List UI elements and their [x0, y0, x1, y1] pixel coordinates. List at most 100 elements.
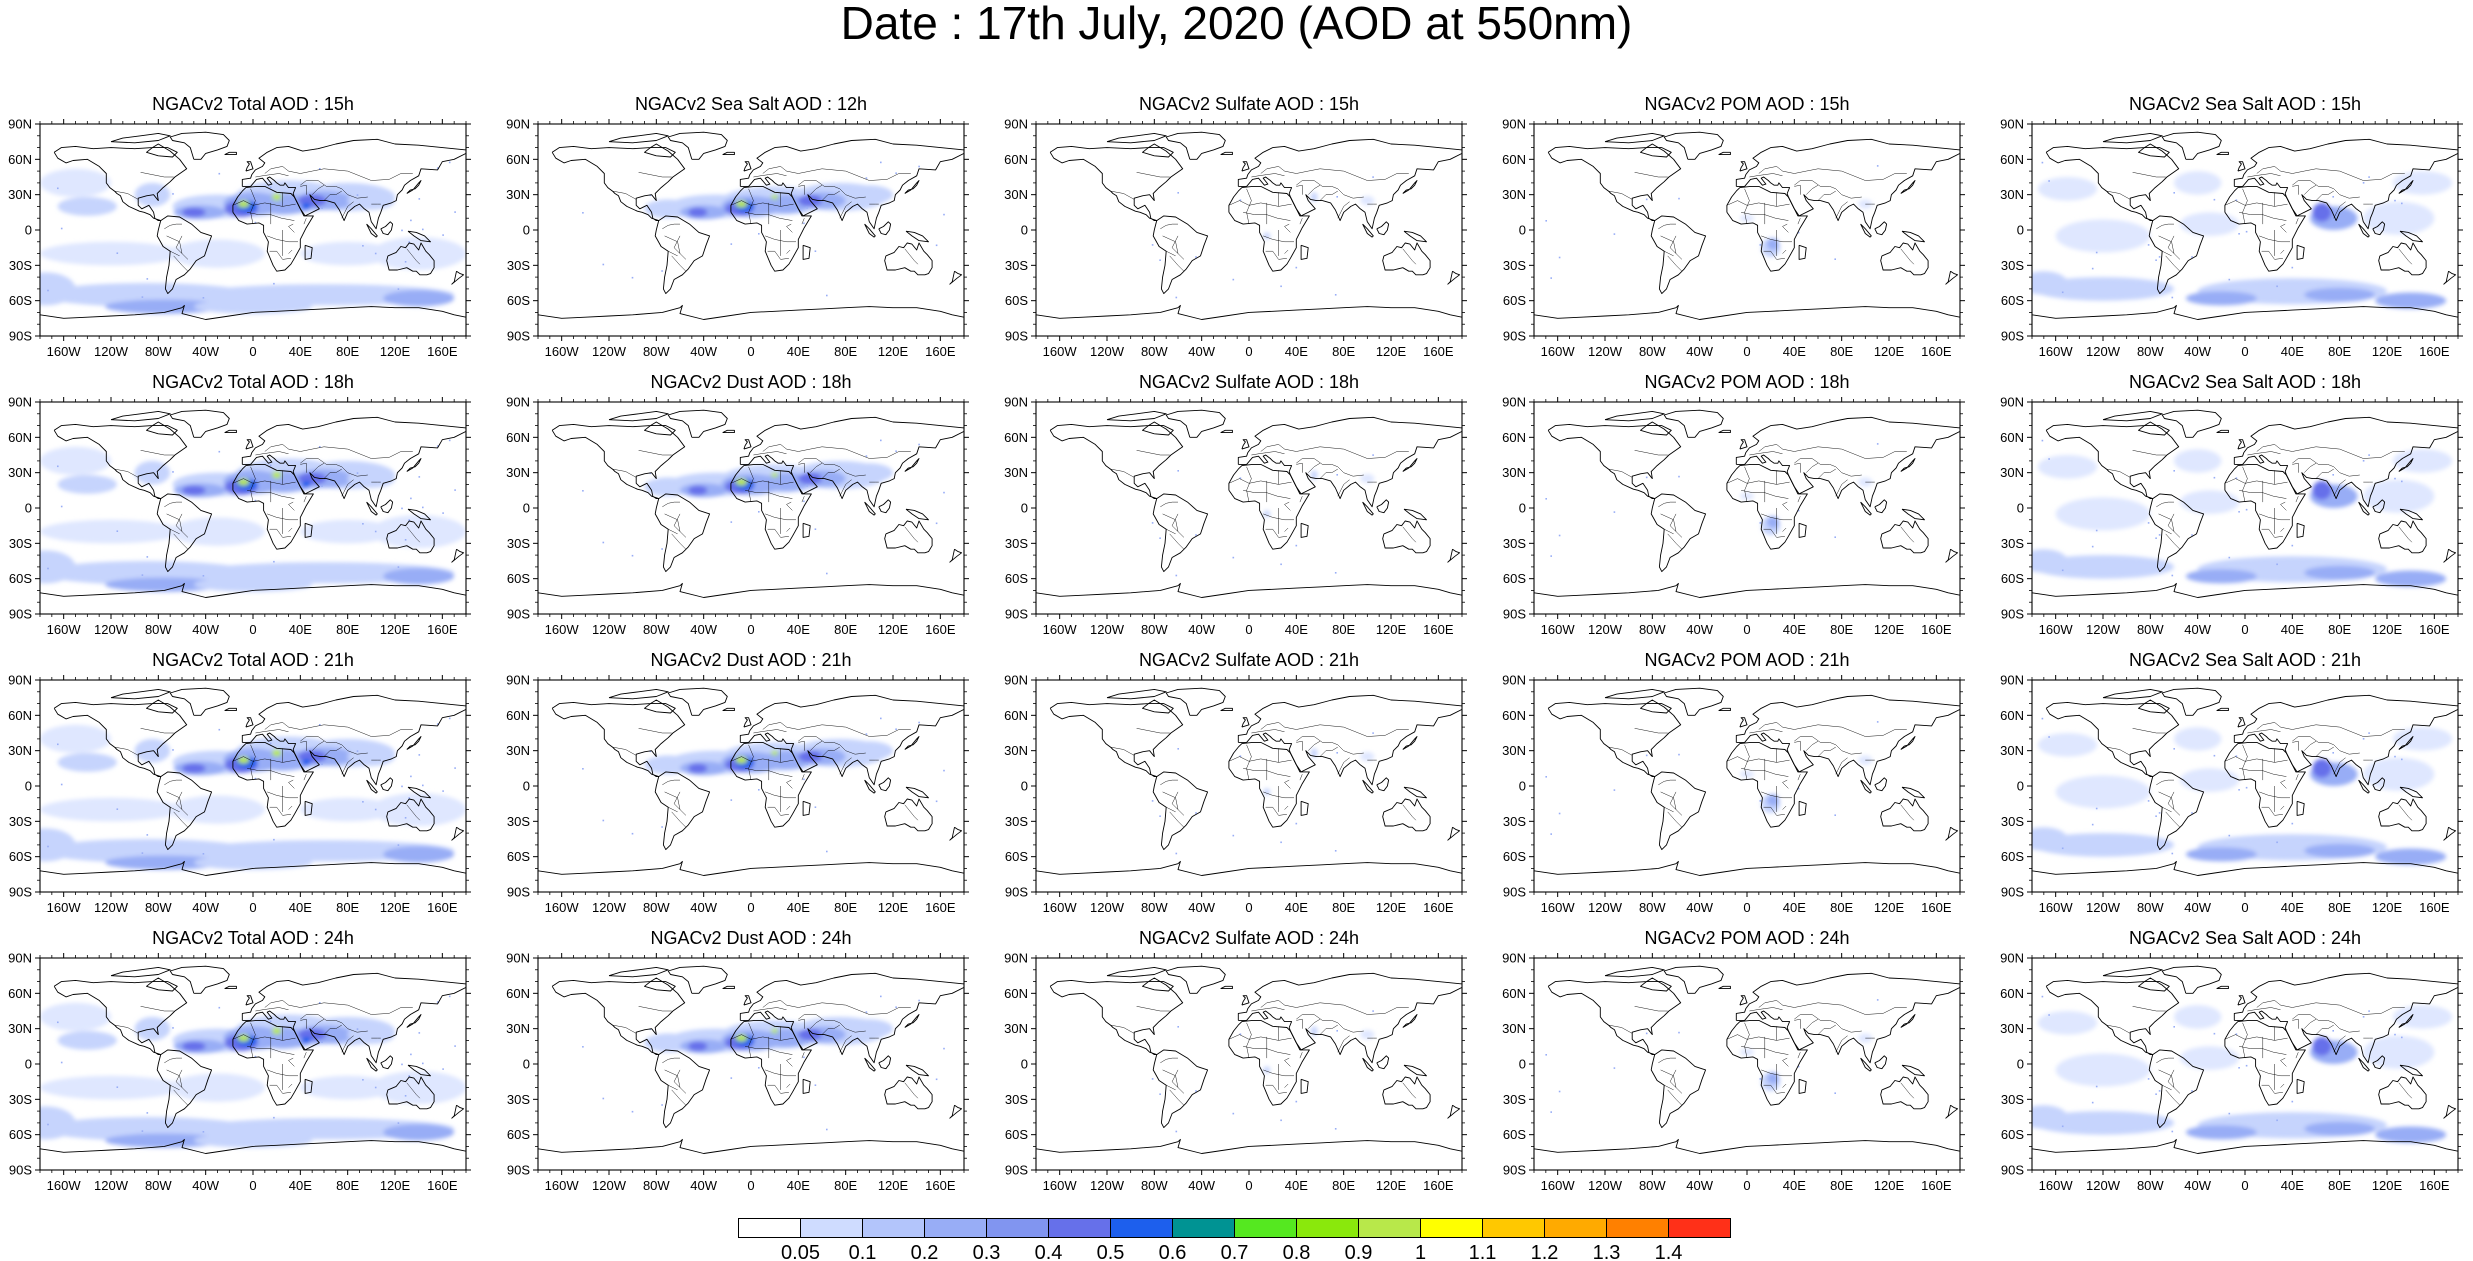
colorbar-box [1606, 1218, 1669, 1238]
lon-label: 0 [2241, 900, 2248, 915]
country-border [1669, 791, 1683, 816]
aod-speck [410, 497, 412, 500]
coastline [1718, 151, 1731, 156]
lat-label: 60N [1004, 986, 1028, 1001]
coastlines [40, 131, 466, 320]
aod-speck [1678, 1031, 1680, 1034]
country-border [673, 791, 687, 816]
lat-label: 60S [9, 293, 32, 308]
coastline [40, 304, 466, 320]
lat-label: 60N [8, 986, 32, 1001]
lat-label: 90S [9, 329, 32, 344]
aod-contour [371, 515, 466, 549]
aod-speck [1280, 1119, 1282, 1122]
lat-label: 0 [25, 501, 32, 516]
country-border [2292, 180, 2360, 199]
country-border [612, 468, 637, 478]
country-border [264, 166, 413, 181]
country-border [2280, 527, 2285, 532]
aod-speck [269, 1020, 272, 1023]
lat-label: 90N [2000, 117, 2024, 132]
aod-speck [321, 763, 323, 765]
map-panel: NGACv2 Total AOD : 21h 90N 60N 30N 0 30S 60S 90… [0, 650, 475, 920]
aod-speck [1550, 277, 1552, 279]
coastline [667, 409, 728, 438]
country-border [1228, 1034, 1292, 1041]
aod-contour [1739, 770, 1755, 778]
aod-contour [771, 750, 779, 756]
aod-speck [116, 808, 119, 810]
country-border [1402, 526, 1417, 543]
aod-field [40, 995, 466, 1148]
country-border [1260, 444, 1409, 459]
aod-speck [2155, 537, 2157, 539]
lon-label: 0 [249, 622, 256, 637]
panel-title: NGACv2 POM AOD : 21h [1644, 650, 1850, 670]
aod-speck [1545, 498, 1547, 500]
country-border [300, 184, 307, 195]
country-border [1763, 528, 1785, 538]
country-border [2247, 729, 2281, 734]
aod-speck [1175, 296, 1178, 299]
coastline [743, 995, 752, 1006]
coastline [1142, 703, 1174, 714]
lat-label: 30S [2001, 536, 2024, 551]
country-border [312, 1019, 325, 1029]
country-border [748, 744, 754, 781]
aod-speck [1613, 511, 1616, 513]
country-border [1782, 1057, 1789, 1067]
aod-contour [2055, 219, 2151, 253]
panel-title: NGACv2 Dust AOD : 21h [650, 650, 852, 670]
coastline [110, 688, 171, 700]
country-border [1402, 248, 1417, 265]
aod-speck [2095, 251, 2098, 254]
aod-contour [40, 168, 111, 197]
coastline [224, 707, 237, 712]
country-border [2224, 1034, 2288, 1041]
coastline [2398, 1014, 2414, 1028]
lat-label: 60N [2000, 708, 2024, 723]
colorbar-label: 1.3 [1593, 1242, 1621, 1260]
map-background [538, 680, 964, 892]
lon-label: 160E [925, 622, 956, 637]
aod-contour [771, 194, 779, 200]
coastline [802, 244, 811, 260]
coastline [802, 800, 811, 816]
panel-title: NGACv2 Sea Salt AOD : 12h [634, 94, 868, 114]
lon-label: 40E [2281, 900, 2304, 915]
aod-contour [300, 241, 396, 266]
lon-label: 120W [94, 344, 129, 359]
panel-title: NGACv2 POM AOD : 18h [1644, 372, 1850, 392]
lon-label: 40E [289, 622, 312, 637]
country-border [668, 528, 678, 535]
aod-contour [2363, 757, 2435, 791]
country-border [264, 444, 413, 459]
coastline [40, 1138, 466, 1154]
country-border [662, 501, 680, 507]
country-border [114, 1024, 139, 1034]
country-border [1162, 791, 1179, 810]
country-border [2256, 444, 2405, 459]
aod-speck [254, 1055, 257, 1058]
lat-label: 30S [9, 1092, 32, 1107]
lat-label: 90S [1503, 1163, 1526, 1178]
coastline [2161, 131, 2222, 160]
aod-speck [758, 511, 760, 513]
country-border [2304, 741, 2317, 751]
coastlines [1534, 409, 1960, 598]
coastline [53, 421, 188, 500]
country-border [173, 533, 189, 550]
coastline [551, 143, 686, 222]
aod-speck [2173, 1026, 2175, 1028]
coastlines [40, 965, 466, 1154]
country-border [1402, 1082, 1417, 1099]
aod-speck [362, 523, 364, 525]
map-panel: NGACv2 POM AOD : 18h 90N 60N 30N 0 30S 60S 90S 1… [1494, 372, 1969, 642]
coastline [53, 977, 188, 1056]
lon-label: 160W [1541, 1178, 1576, 1193]
lon-label: 80W [643, 622, 670, 637]
coastline [1900, 458, 1916, 472]
aod-field [1151, 732, 1375, 855]
aod-contour [1739, 214, 1755, 222]
